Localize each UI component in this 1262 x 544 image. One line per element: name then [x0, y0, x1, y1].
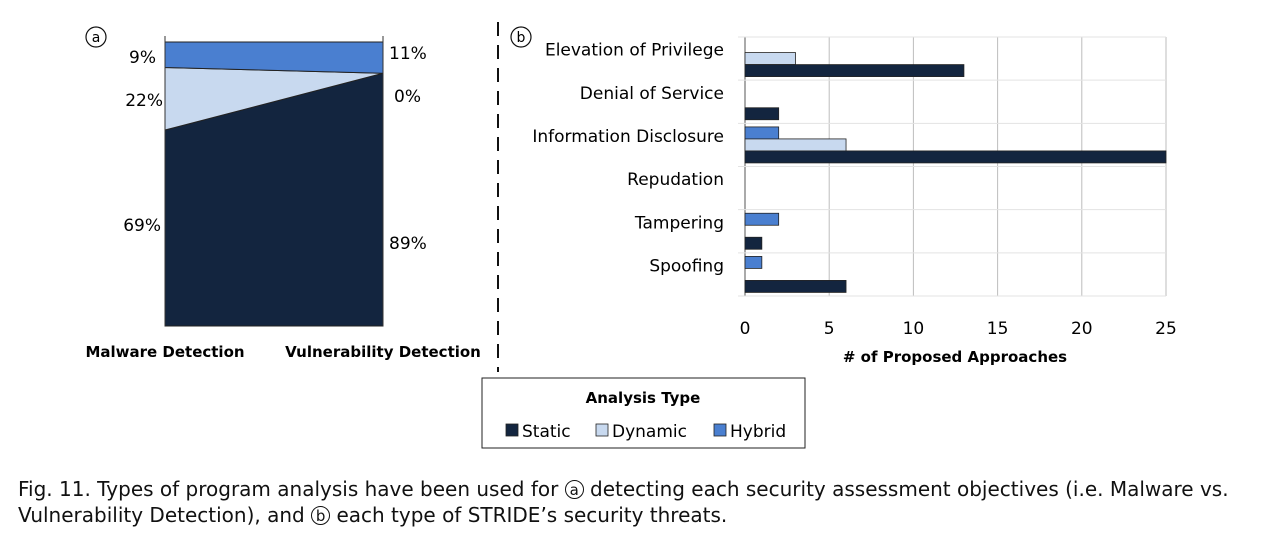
- bar-static: [744, 150, 1167, 164]
- category-label: Elevation of Privilege: [545, 41, 724, 61]
- x-tick-label: 20: [1071, 319, 1093, 339]
- legend-swatch-dynamic: [595, 423, 609, 437]
- bar-hybrid: [744, 256, 763, 269]
- x-tick-label: 0: [740, 319, 751, 339]
- malware-hybrid-label: 9%: [129, 48, 156, 68]
- x-tick-label: 5: [824, 319, 835, 339]
- legend-title: Analysis Type: [586, 389, 701, 407]
- caption-prefix: Fig. 11. Types of program analysis have …: [18, 477, 559, 501]
- panel-a-area-chart: a 9% 22% 69% 11% 0% 89% Malware Detectio…: [85, 26, 481, 361]
- legend-swatch-static: [505, 423, 519, 437]
- bar-static: [744, 64, 965, 77]
- category-label: Information Disclosure: [532, 127, 724, 147]
- category-label: Denial of Service: [580, 84, 724, 104]
- legend: Analysis Type Static Dynamic Hybrid: [481, 377, 806, 449]
- malware-dynamic-label: 22%: [125, 91, 163, 111]
- area-hybrid: [164, 41, 384, 74]
- legend-swatch-hybrid: [713, 423, 727, 437]
- legend-label-dynamic: Dynamic: [612, 422, 687, 442]
- bar-static: [744, 107, 780, 121]
- panel-a-marker: a: [92, 30, 101, 46]
- x-tick-label: 25: [1155, 319, 1177, 339]
- vulnerability-hybrid-label: 11%: [389, 44, 427, 64]
- caption-marker-a: a: [564, 480, 584, 499]
- panel-b-bar-chart: b Elevation of Privilege Denial of Servic…: [510, 26, 1177, 366]
- category-label: Spoofing: [649, 256, 724, 276]
- bar-hybrid: [744, 212, 780, 226]
- panel-b-marker-circle: [510, 26, 532, 48]
- category-label: Tampering: [634, 213, 724, 233]
- figure-caption: Fig. 11. Types of program analysis have …: [18, 476, 1254, 528]
- legend-label-static: Static: [522, 422, 571, 442]
- bar-dynamic: [744, 52, 796, 65]
- bar-static: [744, 280, 847, 293]
- x-tick-label: 10: [903, 319, 925, 339]
- category-malware-detection: Malware Detection: [85, 343, 244, 361]
- bar-hybrid: [744, 126, 780, 140]
- vulnerability-static-label: 89%: [389, 234, 427, 254]
- legend-label-hybrid: Hybrid: [730, 422, 786, 442]
- x-axis-title: # of Proposed Approaches: [843, 348, 1067, 366]
- caption-middle: detecting each security assessment objec…: [18, 477, 1229, 527]
- bar-static: [744, 236, 763, 250]
- x-tick-label: 15: [987, 319, 1009, 339]
- caption-suffix: each type of STRIDE’s security threats.: [336, 503, 728, 527]
- malware-static-label: 69%: [123, 216, 161, 236]
- caption-marker-b: b: [311, 506, 331, 525]
- panel-b-marker: b: [517, 30, 526, 46]
- category-label: Repudation: [627, 170, 724, 190]
- bar-dynamic: [744, 138, 847, 152]
- category-vulnerability-detection: Vulnerability Detection: [285, 343, 481, 361]
- legend-box: [481, 377, 806, 449]
- vulnerability-dynamic-label: 0%: [394, 87, 421, 107]
- panel-a-marker-circle: [85, 26, 107, 48]
